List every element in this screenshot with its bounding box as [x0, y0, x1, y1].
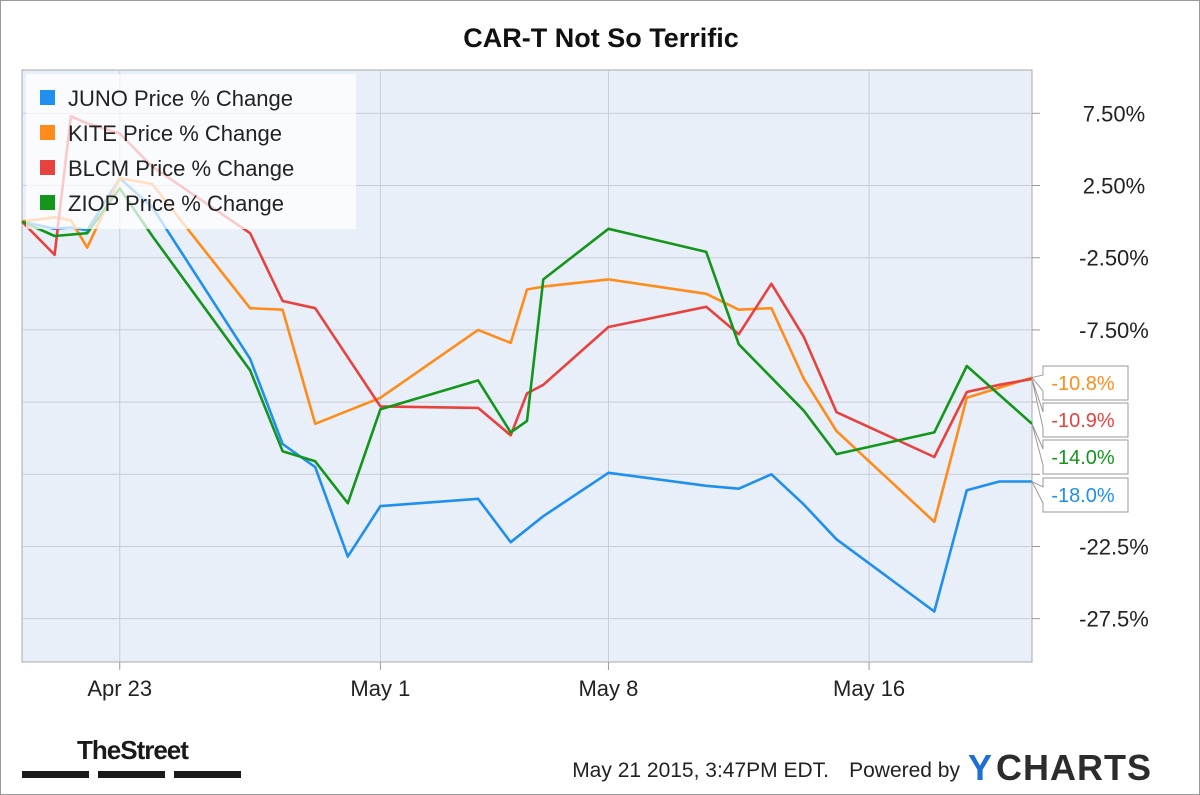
callout-box: [1030, 477, 1129, 513]
y-axis-ticks: 7.50% 2.50% -2.50% -7.50% -22.5% -27.5%: [1032, 101, 1149, 632]
legend-label-blcm: BLCM Price % Change: [68, 156, 294, 181]
callout-juno: -18.0%: [1030, 477, 1129, 513]
x-axis-ticks: Apr 23 May 1 May 8 May 16: [87, 662, 905, 701]
y-tick-label: -2.50%: [1079, 246, 1149, 271]
legend-swatch-kite: [40, 125, 55, 140]
callout-value: -10.8%: [1051, 373, 1115, 395]
y-tick-label: 2.50%: [1083, 174, 1145, 199]
y-tick-label: 7.50%: [1083, 101, 1145, 126]
x-tick-label: Apr 23: [87, 676, 152, 701]
ycharts-rest: CHARTS: [996, 747, 1152, 788]
callout-kite: -10.8%: [1031, 365, 1129, 401]
thestreet-logo: TheStreet: [22, 735, 241, 778]
callout-value: -10.9%: [1051, 410, 1115, 432]
powered-by-text: Powered by: [849, 759, 960, 782]
thestreet-bar-3: [174, 771, 241, 778]
chart-title: CAR-T Not So Terrific: [463, 23, 739, 53]
legend-label-ziop: ZIOP Price % Change: [68, 191, 284, 216]
callout-value: -18.0%: [1051, 485, 1115, 507]
callout-value: -14.0%: [1051, 447, 1115, 469]
ycharts-logo: Y CHARTS: [968, 747, 1152, 788]
callout-box: [1031, 423, 1129, 475]
ycharts-y: Y: [968, 747, 993, 788]
legend-swatch-ziop: [40, 195, 55, 210]
legend-background: [26, 74, 356, 229]
legend-swatch-blcm: [40, 160, 55, 175]
thestreet-bar-2: [98, 771, 165, 778]
thestreet-wordmark: TheStreet: [77, 735, 189, 765]
legend-label-juno: JUNO Price % Change: [68, 86, 293, 111]
y-tick-label: -22.5%: [1079, 534, 1149, 559]
x-tick-label: May 8: [578, 676, 638, 701]
y-tick-label: -27.5%: [1079, 607, 1149, 632]
legend: JUNO Price % Change KITE Price % Change …: [26, 74, 356, 229]
thestreet-bar-1: [22, 771, 89, 778]
callout-box: [1031, 378, 1129, 438]
legend-swatch-juno: [40, 90, 55, 105]
y-tick-label: -7.50%: [1079, 318, 1149, 343]
legend-label-kite: KITE Price % Change: [68, 121, 282, 146]
x-tick-label: May 1: [350, 676, 410, 701]
x-tick-label: May 16: [833, 676, 905, 701]
timestamp-text: May 21 2015, 3:47PM EDT.: [572, 759, 829, 782]
callout-blcm: -10.9%: [1031, 378, 1129, 438]
callout-box: [1031, 365, 1129, 401]
end-value-callouts: -18.0% -10.8% -10.9% -14.0%: [1030, 365, 1129, 513]
callout-ziop: -14.0%: [1031, 423, 1129, 475]
